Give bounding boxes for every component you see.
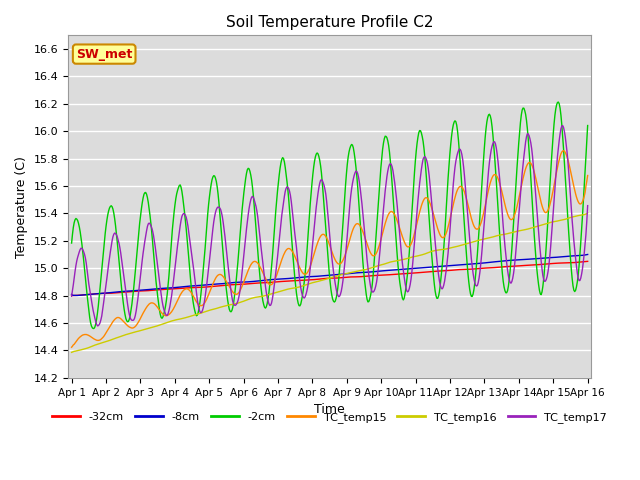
TC_temp16	[456, 243, 464, 249]
-2cm	[457, 170, 465, 176]
TC_temp17	[372, 279, 380, 285]
-8cm	[584, 252, 591, 257]
-8cm	[73, 293, 81, 299]
-2cm	[554, 99, 562, 105]
-2cm	[372, 226, 380, 231]
-8cm	[160, 286, 168, 291]
-32cm	[68, 293, 76, 299]
-2cm	[413, 141, 421, 146]
TC_temp15	[200, 300, 208, 306]
-8cm	[457, 262, 465, 267]
TC_temp16	[412, 253, 420, 259]
TC_temp17	[160, 306, 168, 312]
TC_temp16	[584, 210, 591, 216]
TC_temp15	[301, 271, 309, 277]
Line: -2cm: -2cm	[72, 102, 588, 328]
TC_temp15	[159, 312, 167, 317]
-2cm	[90, 325, 97, 331]
-32cm	[200, 284, 208, 290]
Legend: -32cm, -8cm, -2cm, TC_temp15, TC_temp16, TC_temp17: -32cm, -8cm, -2cm, TC_temp15, TC_temp16,…	[48, 407, 612, 427]
TC_temp17	[302, 292, 310, 298]
-32cm	[159, 287, 167, 292]
-8cm	[302, 274, 310, 280]
Text: SW_met: SW_met	[76, 48, 132, 60]
Line: -8cm: -8cm	[72, 254, 588, 296]
TC_temp15	[584, 173, 591, 179]
Line: -32cm: -32cm	[72, 261, 588, 296]
-8cm	[202, 282, 209, 288]
-32cm	[301, 277, 309, 283]
TC_temp17	[413, 208, 421, 214]
TC_temp17	[68, 293, 76, 299]
-2cm	[584, 123, 591, 129]
Line: TC_temp16: TC_temp16	[72, 213, 588, 352]
-2cm	[68, 240, 76, 246]
-8cm	[413, 265, 421, 271]
-32cm	[456, 267, 464, 273]
-2cm	[302, 262, 310, 267]
TC_temp15	[560, 148, 568, 154]
Title: Soil Temperature Profile C2: Soil Temperature Profile C2	[226, 15, 433, 30]
TC_temp17	[202, 294, 209, 300]
Line: TC_temp17: TC_temp17	[72, 126, 588, 326]
-2cm	[160, 312, 168, 317]
Line: TC_temp15: TC_temp15	[72, 151, 588, 347]
X-axis label: Time: Time	[314, 403, 345, 416]
TC_temp15	[68, 344, 76, 350]
Y-axis label: Temperature (C): Temperature (C)	[15, 156, 28, 257]
TC_temp15	[372, 252, 380, 257]
TC_temp17	[584, 203, 591, 208]
TC_temp17	[559, 123, 566, 129]
TC_temp15	[412, 223, 420, 229]
-32cm	[412, 270, 420, 276]
TC_temp16	[68, 349, 76, 355]
-8cm	[68, 291, 76, 297]
TC_temp15	[456, 183, 464, 189]
-32cm	[372, 273, 380, 278]
TC_temp16	[372, 264, 380, 269]
-8cm	[372, 268, 380, 274]
TC_temp17	[457, 148, 465, 154]
TC_temp16	[301, 282, 309, 288]
-2cm	[202, 245, 209, 251]
TC_temp16	[200, 309, 208, 315]
TC_temp16	[159, 321, 167, 327]
-32cm	[584, 258, 591, 264]
TC_temp17	[93, 323, 101, 329]
